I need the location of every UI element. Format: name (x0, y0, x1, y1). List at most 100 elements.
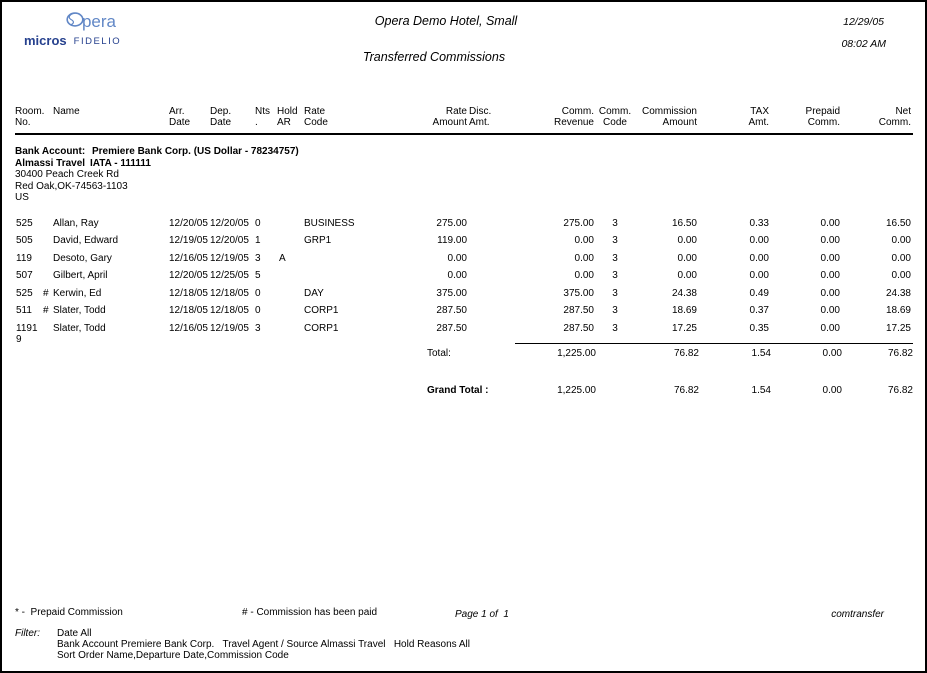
cell-commission-amount: 0.00 (677, 270, 697, 281)
cell-disc-amt (469, 215, 512, 233)
cell-room: 11919 (16, 322, 38, 345)
cell-net-comm: 17.25 (885, 322, 911, 334)
cell-nts: 3 (255, 252, 261, 264)
cell-rate-code (304, 267, 379, 285)
cell-arr-date: 12/19/05 (169, 235, 208, 246)
cell-nts: 0 (255, 217, 261, 229)
cell-commission-amount: 17.25 (671, 322, 697, 334)
col-name: Name (53, 102, 169, 135)
bank-account-block: Bank Account: Premiere Bank Corp. (US Dol… (15, 134, 913, 215)
cell-flag (41, 232, 53, 250)
col-comm-code: Comm. Code (596, 102, 634, 135)
cell-prepaid-comm: 0.00 (820, 217, 840, 229)
cell-disc-amt (469, 302, 512, 320)
cell-tax-amt: 0.00 (749, 270, 769, 281)
report-date: 12/29/05 (843, 16, 884, 28)
cell-hold-ar (277, 285, 304, 303)
cell-comm-revenue: 375.00 (563, 287, 594, 299)
cell-arr-date: 12/16/05 (169, 322, 208, 334)
cell-tax-amt: 0.37 (749, 305, 769, 316)
cell-nts: 3 (255, 322, 261, 334)
legend-commission-paid: # - Commission has been paid (242, 607, 378, 618)
cell-net-comm: 0.00 (891, 252, 911, 264)
cell-commission-amount: 24.38 (671, 287, 697, 299)
cell-prepaid-comm: 0.00 (820, 235, 840, 246)
cell-net-comm: 0.00 (891, 235, 911, 246)
cell-comm-code: 3 (612, 270, 618, 281)
cell-rate-code (304, 250, 379, 268)
opera-swirl-icon (66, 12, 84, 32)
cell-rate-amount: 275.00 (436, 217, 467, 229)
cell-hold-ar (277, 320, 304, 349)
col-rate-amount: Rate Amount (379, 102, 469, 135)
cell-net-comm: 24.38 (885, 287, 911, 299)
agent-address-line2: Red Oak,OK-74563-1103 (15, 180, 128, 192)
cell-hold-ar: A (279, 252, 286, 264)
cell-comm-revenue: 0.00 (574, 270, 594, 281)
cell-hold-ar (277, 215, 304, 233)
cell-dep-date: 12/19/05 (210, 252, 249, 264)
grand-total-commission-amount: 76.82 (673, 385, 699, 396)
col-room-no: Room. No. (15, 102, 44, 135)
hotel-name-title: Opera Demo Hotel, Small (374, 14, 518, 28)
cell-disc-amt (469, 250, 512, 268)
cell-rate-code: BUSINESS (304, 217, 355, 229)
total-commission-amount: 76.82 (673, 348, 699, 359)
cell-rate-code: CORP1 (304, 305, 339, 316)
agent-address-line3: US (15, 192, 29, 203)
cell-rate-amount: 375.00 (436, 287, 467, 299)
cell-dep-date: 12/19/05 (210, 322, 249, 334)
cell-hold-ar (277, 267, 304, 285)
legend-prepaid-commission: * - Prepaid Commission (15, 607, 123, 618)
table-row: 511 # Slater, Todd 12/18/05 12/18/05 0 C… (15, 302, 913, 320)
cell-arr-date: 12/16/05 (169, 252, 208, 264)
cell-arr-date: 12/20/05 (169, 270, 208, 281)
col-nts: Nts. (255, 102, 277, 135)
cell-commission-amount: 18.69 (671, 305, 697, 316)
commissions-table: Room. No. Name Arr. Date Dep. Date Nts. Hol… (15, 102, 913, 348)
cell-rate-amount: 287.50 (436, 305, 467, 316)
cell-rate-amount: 287.50 (436, 322, 467, 334)
col-flag (41, 102, 53, 135)
opera-logo: pera (24, 12, 116, 32)
page-number: Page 1 of 1 (455, 609, 509, 620)
bank-account-line: Bank Account: Premiere Bank Corp. (US Dol… (15, 146, 913, 158)
report-time: 08:02 AM (841, 38, 886, 50)
cell-tax-amt: 0.00 (749, 252, 769, 264)
cell-dep-date: 12/20/05 (210, 217, 249, 229)
cell-net-comm: 16.50 (885, 217, 911, 229)
cell-dep-date: 12/18/05 (210, 287, 249, 299)
cell-flag (41, 320, 53, 349)
travel-agent-name: Almassi Travel (15, 157, 86, 169)
cell-commission-amount: 0.00 (677, 235, 697, 246)
cell-arr-date: 12/18/05 (169, 287, 208, 299)
bank-account-value: Premiere Bank Corp. (US Dollar - 7823475… (92, 146, 299, 157)
col-hold-ar: Hold AR (277, 102, 304, 135)
total-net-comm: 76.82 (887, 348, 913, 359)
cell-rate-amount: 119.00 (437, 235, 467, 246)
cell-room: 511 (16, 305, 32, 316)
cell-flag: # (43, 287, 49, 299)
col-commission-amount: Commission Amount (634, 102, 699, 135)
cell-room: 507 (16, 270, 33, 281)
cell-hold-ar (277, 232, 304, 250)
total-comm-revenue: 1,225.00 (557, 348, 596, 359)
filter-date: Date All (57, 628, 92, 639)
cell-dep-date: 12/20/05 (210, 235, 249, 246)
cell-prepaid-comm: 0.00 (820, 252, 840, 264)
cell-comm-code: 3 (612, 287, 618, 299)
cell-tax-amt: 0.00 (749, 235, 769, 246)
grand-total-prepaid-comm: 0.00 (822, 385, 842, 396)
cell-nts: 0 (255, 305, 261, 316)
cell-nts: 0 (255, 287, 261, 299)
cell-comm-revenue: 287.50 (563, 305, 594, 316)
total-label: Total: (427, 348, 451, 359)
cell-rate-amount: 0.00 (447, 252, 467, 264)
cell-disc-amt (469, 267, 512, 285)
opera-logo-text: pera (81, 12, 116, 31)
cell-comm-revenue: 287.50 (563, 322, 594, 334)
cell-tax-amt: 0.35 (749, 322, 769, 334)
col-dep-date: Dep. Date (210, 102, 255, 135)
table-header-row: Room. No. Name Arr. Date Dep. Date Nts. Hol… (15, 102, 913, 135)
cell-flag (41, 267, 53, 285)
